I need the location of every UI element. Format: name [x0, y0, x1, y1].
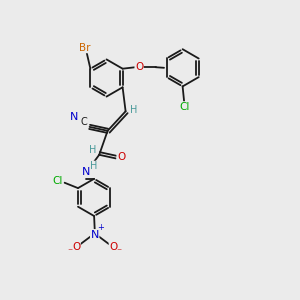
Text: ⁻: ⁻ [68, 248, 73, 258]
Text: Br: Br [79, 43, 91, 53]
Text: N: N [70, 112, 78, 122]
Text: ⁻: ⁻ [117, 248, 122, 258]
Text: +: + [97, 224, 104, 232]
Text: O: O [117, 152, 125, 162]
Text: O: O [135, 62, 143, 72]
Text: O: O [109, 242, 117, 252]
Text: Cl: Cl [53, 176, 63, 187]
Text: Cl: Cl [179, 102, 189, 112]
Text: C: C [80, 117, 87, 128]
Text: H: H [130, 105, 138, 115]
Text: O: O [72, 242, 80, 252]
Text: N: N [91, 230, 99, 240]
Text: N: N [82, 167, 90, 177]
Text: H: H [89, 145, 96, 155]
Text: H: H [89, 161, 97, 171]
